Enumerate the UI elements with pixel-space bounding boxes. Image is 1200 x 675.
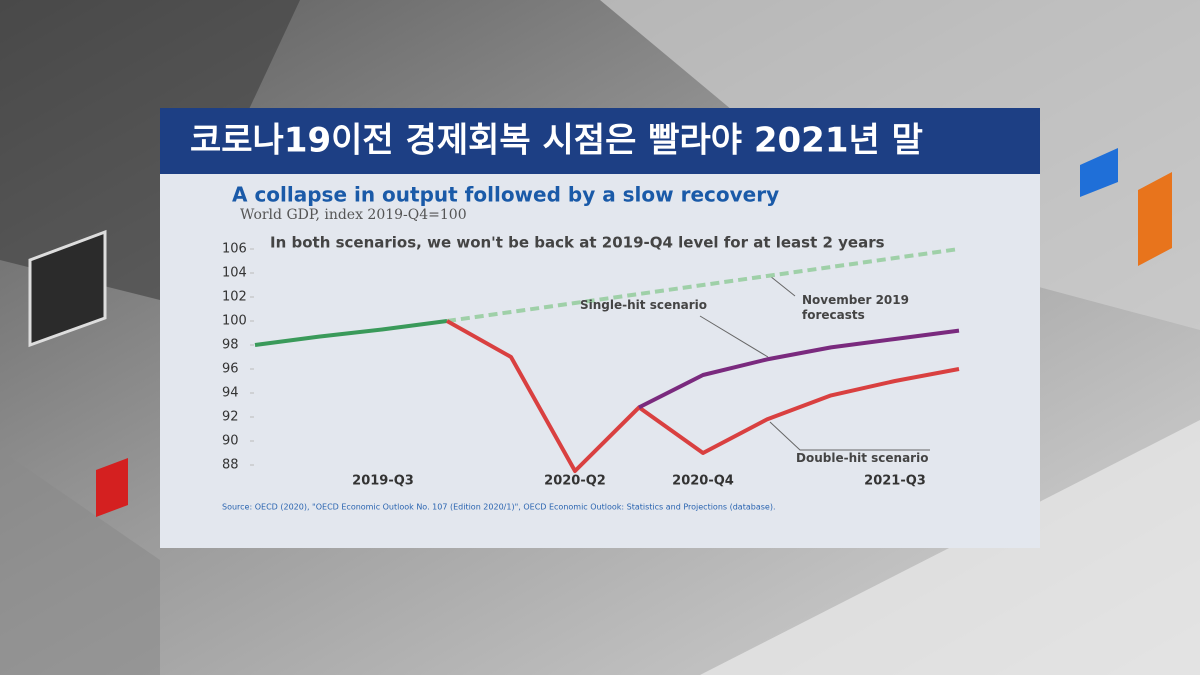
- series-line: [446, 319, 960, 473]
- chart-card: [160, 108, 1040, 548]
- bg-block: [1138, 172, 1172, 266]
- legend-text: November 2019 forecasts: [802, 293, 909, 322]
- headline: 코로나19이전 경제회복 시점은 빨라야 2021년 말: [190, 121, 923, 161]
- pointer-line: [699, 315, 769, 358]
- y-tick-label: 102: [222, 290, 247, 305]
- y-tick-label: 90: [222, 434, 239, 449]
- source: Source: OECD (2020), "OECD Economic Outl…: [222, 503, 775, 512]
- x-tick-label: 2020-Q2: [544, 474, 606, 489]
- pointer-line: [769, 421, 930, 451]
- legend-text: Double-hit scenario: [796, 451, 929, 465]
- legend-label: November 2019 forecasts: [802, 293, 909, 322]
- legend-label: Double-hit scenario: [796, 451, 929, 465]
- legend-text: Single-hit scenario: [580, 298, 708, 312]
- series-line: [638, 328, 960, 410]
- x-tick-label: 2021-Q3: [864, 474, 926, 489]
- y-tick-label: 88: [222, 458, 239, 473]
- y-tick-label: 104: [222, 266, 247, 281]
- y-tick-label: 98: [222, 338, 239, 353]
- bg-shape: [0, 450, 160, 675]
- series-line: [446, 247, 960, 323]
- chart-title: A collapse in output followed by a slow …: [232, 183, 779, 207]
- y-tick-label: 96: [222, 362, 239, 377]
- legend-label: Single-hit scenario: [580, 298, 708, 312]
- x-tick-label: 2020-Q4: [672, 474, 734, 489]
- bg-block: [96, 458, 128, 517]
- headline-band: [160, 108, 1040, 174]
- annotation: In both scenarios, we won't be back at 2…: [270, 234, 885, 252]
- bg-block: [1080, 148, 1118, 197]
- y-tick-label: 100: [222, 314, 247, 329]
- y-tick-label: 94: [222, 386, 239, 401]
- y-tick-label: 92: [222, 410, 239, 425]
- y-tick-label: 106: [222, 242, 247, 257]
- series-line: [254, 319, 448, 347]
- x-tick-label: 2019-Q3: [352, 474, 414, 489]
- pointer-line: [769, 275, 796, 297]
- chart-subtitle: World GDP, index 2019-Q4=100: [240, 207, 467, 223]
- bg-shape: [0, 0, 300, 300]
- bg-block: [28, 229, 107, 348]
